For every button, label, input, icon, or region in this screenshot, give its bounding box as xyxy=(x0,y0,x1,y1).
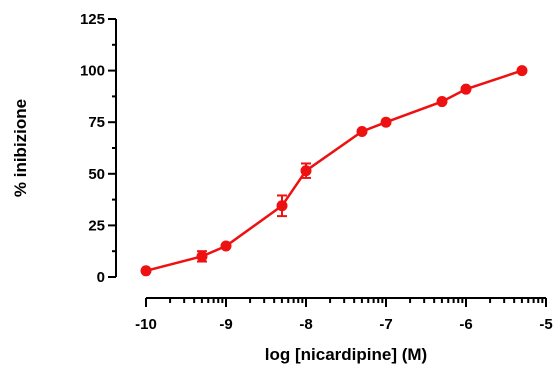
x-tick-label: -8 xyxy=(299,316,312,333)
data-point xyxy=(196,250,208,262)
x-tick-label: -5 xyxy=(539,316,552,333)
y-tick-label: 100 xyxy=(80,63,105,80)
y-tick-label: 125 xyxy=(80,11,105,28)
data-series xyxy=(140,65,528,277)
y-axis: 0 25 50 75 100 125 xyxy=(80,11,117,286)
series-line xyxy=(145,69,523,273)
x-axis-title: log [nicardipine] (M) xyxy=(265,345,427,364)
x-tick-label: -6 xyxy=(459,316,472,333)
data-point xyxy=(276,200,288,212)
x-tick-label: -10 xyxy=(135,316,157,333)
data-point xyxy=(300,165,312,177)
y-tick-label: 75 xyxy=(88,114,105,131)
data-point xyxy=(460,83,472,95)
y-axis-title: % inibizione xyxy=(11,99,30,197)
data-point xyxy=(220,240,232,252)
data-point xyxy=(380,116,392,128)
x-axis: -10 -9 -8 -7 -6 -5 xyxy=(135,297,553,333)
x-tick-label: -9 xyxy=(219,316,232,333)
y-tick-label: 50 xyxy=(88,166,105,183)
data-point xyxy=(516,65,528,77)
y-tick-label: 25 xyxy=(88,217,105,234)
data-point xyxy=(436,96,448,108)
data-point xyxy=(356,125,368,137)
y-tick-label: 0 xyxy=(97,269,105,286)
data-point xyxy=(140,265,152,277)
x-tick-label: -7 xyxy=(379,316,392,333)
